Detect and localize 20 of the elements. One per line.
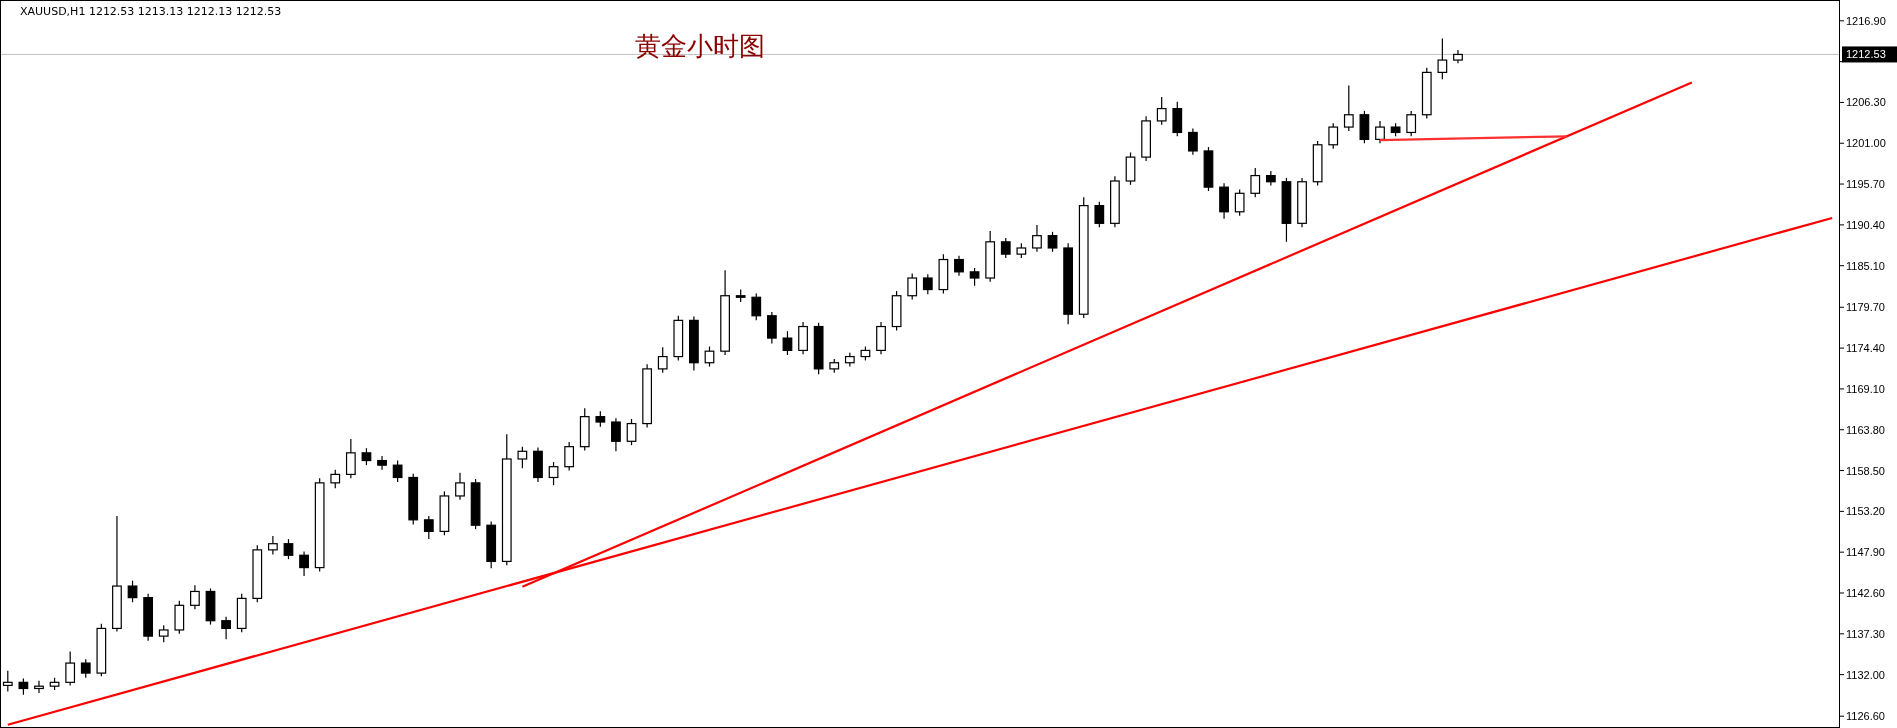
y-tick-label: 1163.80 <box>1846 423 1885 436</box>
y-tick-label: 1174.40 <box>1846 342 1885 355</box>
y-tick-label: 1158.50 <box>1846 464 1885 477</box>
y-tick-label: 1216.90 <box>1846 14 1886 27</box>
y-tick-label: 1169.10 <box>1846 382 1885 395</box>
y-tick-label: 1126.60 <box>1846 710 1885 723</box>
y-tick-label: 1179.70 <box>1846 301 1885 314</box>
y-tick-label: 1132.00 <box>1846 668 1885 681</box>
y-tick-label: 1190.40 <box>1846 218 1885 231</box>
text: 黄金小时图 <box>635 31 765 61</box>
y-tick-label: 1142.60 <box>1846 587 1885 599</box>
y-tick-label: 1185.10 <box>1846 259 1885 272</box>
y-tick-label: 1206.30 <box>1846 96 1886 109</box>
y-tick-label: 1153.20 <box>1846 505 1885 518</box>
annotation: XAUUSD,H1 1212.53 1213.13 1212.13 1212.53 <box>20 5 282 18</box>
y-tick-label: 1201.00 <box>1846 137 1886 150</box>
ref-line-label: 1212.53 <box>1846 48 1886 61</box>
y-tick-label: 1137.30 <box>1846 627 1885 640</box>
y-tick-label: 1147.90 <box>1846 546 1885 559</box>
y-tick-label: 1195.70 <box>1846 178 1885 191</box>
